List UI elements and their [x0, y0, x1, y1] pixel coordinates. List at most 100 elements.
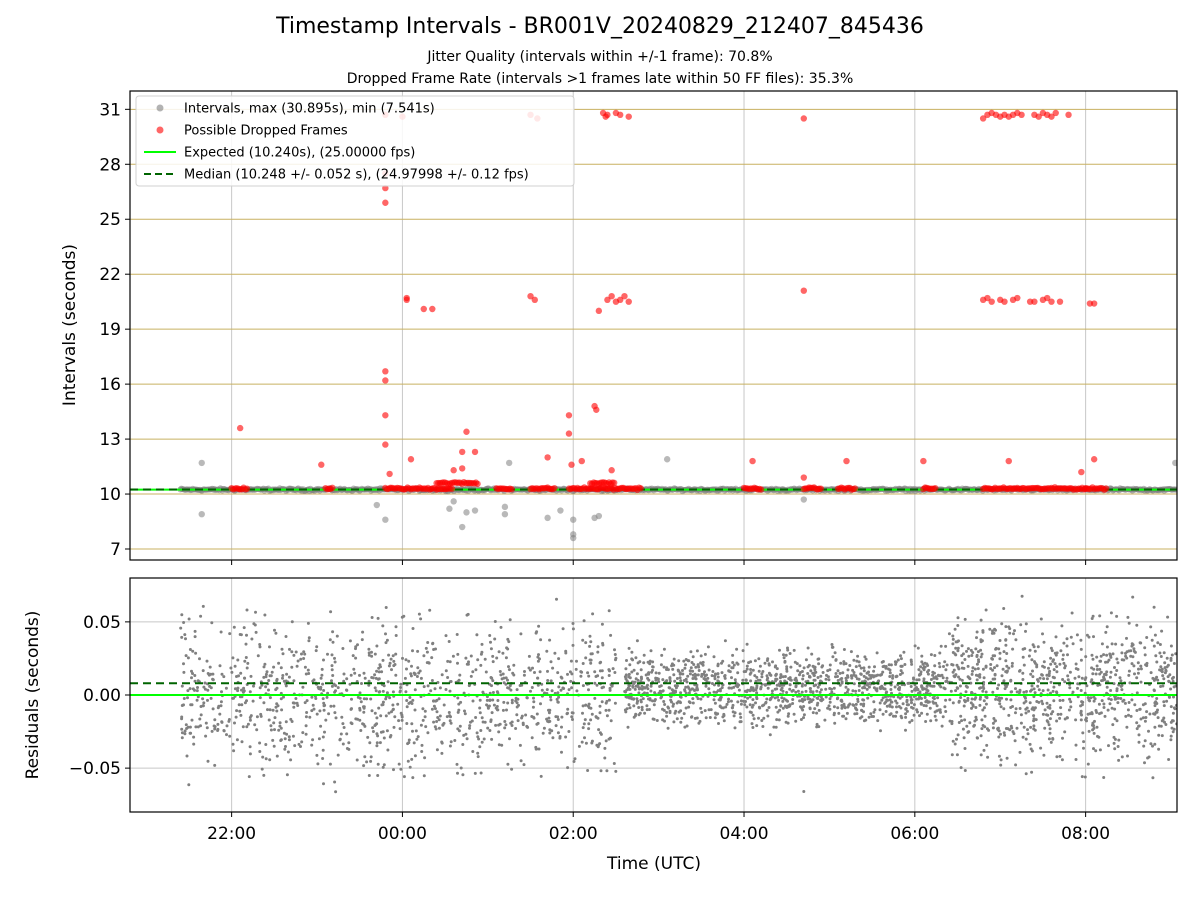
residual-point: [858, 664, 862, 668]
legend-label: Expected (10.240s), (25.00000 fps): [184, 146, 415, 161]
residual-point: [235, 738, 239, 742]
residual-point: [802, 666, 806, 670]
residual-point: [716, 675, 720, 679]
residual-point: [567, 730, 571, 733]
residual-point: [438, 714, 442, 718]
residual-point: [819, 698, 823, 702]
residual-point: [849, 650, 853, 654]
residual-point: [922, 679, 926, 683]
residual-point: [875, 651, 879, 655]
residual-point: [1055, 719, 1059, 723]
residual-point: [974, 715, 978, 719]
residual-point: [522, 763, 526, 767]
residual-point: [489, 647, 493, 651]
residual-point: [342, 679, 346, 683]
residual-point: [1162, 677, 1166, 681]
residual-point: [312, 707, 316, 711]
residual-point: [1009, 706, 1013, 709]
residual-point: [828, 707, 832, 711]
residual-point: [781, 699, 785, 703]
residual-point: [690, 715, 693, 719]
residual-point: [611, 667, 615, 671]
residual-point: [330, 668, 334, 672]
residual-point: [896, 658, 900, 662]
residual-point: [183, 729, 187, 733]
residual-point: [677, 669, 681, 673]
residual-point: [258, 696, 262, 700]
intervals-ytick-label: 25: [99, 210, 121, 230]
residual-point: [943, 660, 947, 664]
residual-point: [890, 700, 894, 704]
residual-point: [290, 665, 294, 669]
residual-point: [826, 706, 830, 710]
residuals-xtick-label: 06:00: [890, 824, 939, 844]
residual-point: [695, 649, 699, 653]
residual-point: [864, 657, 868, 661]
residual-point: [1034, 718, 1038, 722]
residual-point: [999, 763, 1003, 767]
residuals-xtick-label: 22:00: [207, 824, 256, 844]
residual-point: [1161, 684, 1165, 688]
residual-point: [1012, 732, 1016, 736]
residual-point: [819, 674, 823, 678]
residual-point: [1087, 698, 1091, 702]
residual-point: [1029, 725, 1033, 729]
residual-point: [1033, 649, 1037, 653]
residual-point: [949, 689, 953, 693]
residual-point: [1127, 673, 1131, 677]
residual-point: [430, 656, 434, 660]
residual-point: [260, 767, 264, 771]
residual-point: [639, 668, 643, 672]
residual-point: [690, 661, 694, 664]
residual-point: [681, 669, 684, 672]
dropped-frame-point: [382, 377, 389, 384]
residual-point: [934, 718, 938, 722]
residual-point: [206, 698, 209, 702]
interval-point: [198, 459, 205, 467]
residual-point: [828, 687, 832, 690]
residual-point: [826, 675, 830, 679]
residual-point: [1063, 730, 1067, 734]
residual-point: [455, 633, 459, 636]
residual-point: [803, 683, 807, 687]
dropped-frame-point: [988, 298, 995, 305]
residual-point: [367, 647, 371, 651]
residual-point: [199, 713, 203, 717]
residual-point: [1136, 671, 1140, 675]
residual-point: [1126, 708, 1130, 712]
residual-point: [683, 666, 687, 670]
residual-point: [1132, 664, 1136, 668]
residual-point: [192, 742, 196, 746]
residual-point: [233, 687, 237, 691]
residual-point: [639, 680, 643, 683]
residual-point: [507, 665, 510, 669]
residual-point: [1009, 678, 1013, 682]
residual-point: [519, 759, 523, 763]
dropped-frame-point: [1090, 300, 1098, 307]
residual-point: [518, 684, 522, 687]
residual-point: [755, 695, 759, 699]
residual-point: [378, 741, 382, 745]
residual-point: [1099, 670, 1103, 674]
residual-point: [358, 706, 362, 710]
residual-point: [816, 685, 820, 689]
residual-point: [960, 719, 964, 723]
residual-point: [1112, 682, 1116, 686]
residual-point: [881, 696, 885, 700]
residual-point: [672, 673, 676, 677]
intervals-ytick-label: 13: [99, 430, 121, 450]
residual-point: [1120, 643, 1124, 647]
residual-point: [478, 706, 482, 710]
residual-point: [458, 673, 462, 677]
residual-point: [1102, 706, 1106, 709]
residual-point: [206, 672, 210, 675]
dropped-frame-point: [448, 485, 456, 492]
dropped-frame-point: [568, 461, 575, 468]
residual-point: [275, 679, 279, 683]
residual-point: [249, 674, 253, 678]
residual-point: [970, 672, 974, 676]
residual-point: [1143, 646, 1147, 650]
residual-point: [348, 682, 352, 686]
residual-point: [841, 671, 845, 675]
residual-point: [268, 645, 271, 649]
